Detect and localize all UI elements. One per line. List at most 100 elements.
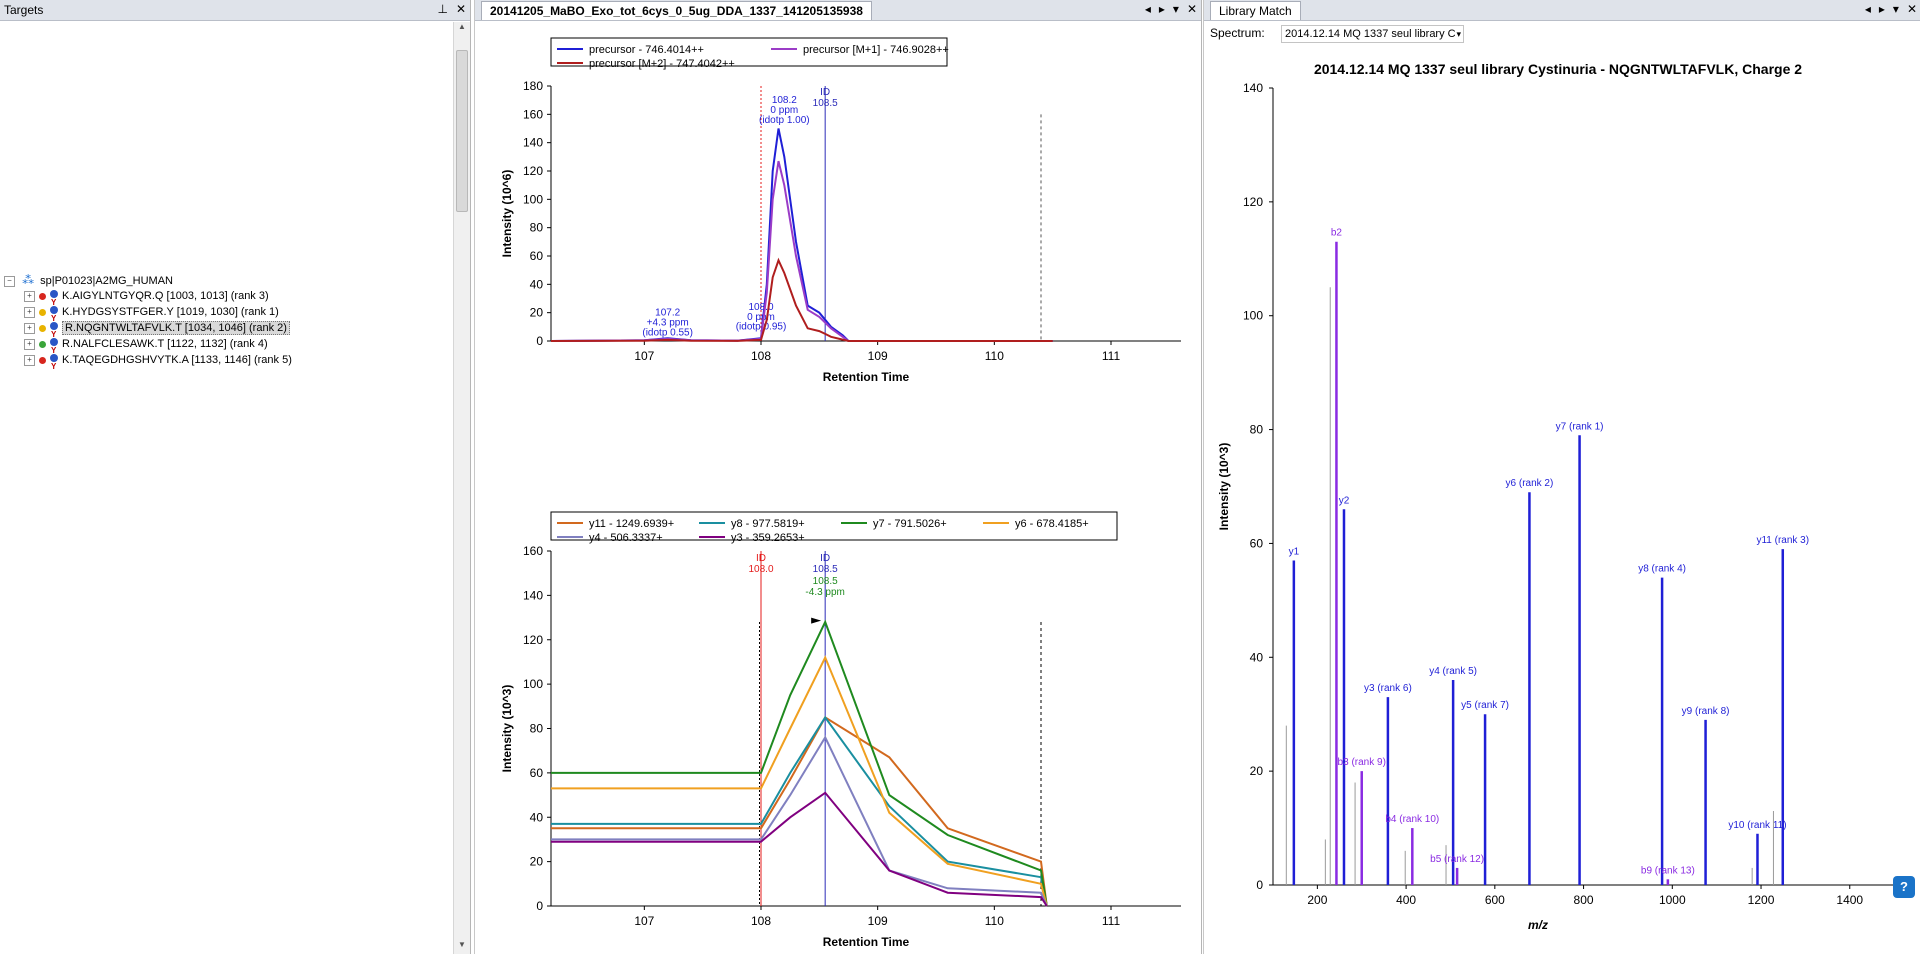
peptide-label: R.NALFCLESAWK.T [1122, 1132] (rank 4) (62, 338, 268, 350)
expand-icon[interactable]: + (24, 290, 35, 302)
series-line (551, 619, 1048, 907)
peak-label: b9 (rank 13) (1641, 865, 1695, 876)
legend-box (550, 511, 1118, 541)
series-line (551, 735, 1048, 907)
help-icon[interactable]: ? (1893, 876, 1915, 898)
expand-icon[interactable]: + (24, 322, 35, 334)
x-tick-label: 110 (985, 349, 1004, 363)
peptide-icon (49, 305, 59, 327)
y-tick-label: 0 (536, 334, 543, 348)
y-axis-label: Intensity (10^3) (1217, 443, 1231, 531)
close-icon[interactable]: ✕ (1906, 2, 1917, 16)
scroll-up-icon[interactable]: ▲ (458, 22, 466, 31)
scrollbar-thumb[interactable] (456, 50, 468, 212)
x-tick-label: 110 (985, 914, 1004, 928)
x-tick-label: 1000 (1659, 893, 1686, 907)
y-tick-label: 60 (530, 249, 544, 263)
legend-box (550, 37, 948, 67)
x-axis-label: Retention Time (823, 935, 910, 949)
legend-entry: y6 - 678.4185+ (1015, 518, 1089, 530)
y-tick-label: 140 (523, 588, 543, 602)
y-tick-label: 20 (530, 306, 544, 320)
peptide-node[interactable]: + R.NQGNTWLTAFVLK.T [1034, 1046] (rank 2) (4, 320, 292, 343)
targets-scrollbar[interactable]: ▲ ▼ (453, 22, 470, 954)
peak-label: y7 (rank 1) (1556, 421, 1604, 432)
x-tick-label: 1200 (1748, 893, 1775, 907)
peak-arrow-icon (811, 617, 822, 624)
scroll-down-icon[interactable]: ▼ (458, 940, 466, 949)
y-tick-label: 40 (530, 277, 544, 291)
peptide-icon (49, 289, 59, 311)
prev-icon[interactable]: ◂ (1144, 2, 1151, 16)
status-dot-icon (39, 340, 46, 348)
next-icon[interactable]: ▸ (1878, 2, 1885, 16)
chromatogram-charts[interactable]: 0 20 40 60 80 100 120 140 160 180 107 108 109 110 111 R… (475, 20, 1201, 954)
y-tick-label: 40 (1250, 650, 1264, 664)
y-tick-label: 20 (530, 855, 544, 869)
y-tick-label: 0 (536, 899, 543, 913)
peak-label: y8 (rank 4) (1638, 564, 1686, 575)
tab-chromatogram[interactable]: 20141205_MaBO_Exo_tot_6cys_0_5ug_DDA_133… (481, 1, 872, 20)
peptide-icon (49, 353, 59, 375)
y-tick-label: 140 (523, 136, 543, 150)
y-tick-label: 180 (523, 79, 543, 93)
status-dot-icon (39, 292, 46, 300)
peptide-list: + K.AIGYLNTGYQR.Q [1003, 1013] (rank 3) + K… (4, 288, 292, 375)
peptide-node[interactable]: + K.AIGYLNTGYQR.Q [1003, 1013] (rank 3) (4, 288, 292, 311)
close-icon[interactable]: ✕ (1186, 2, 1197, 16)
x-tick-label: 107 (634, 914, 654, 928)
expand-icon[interactable]: + (24, 306, 35, 318)
x-tick-label: 400 (1396, 893, 1416, 907)
close-icon[interactable]: ✕ (455, 2, 466, 16)
chevron-down-icon[interactable]: ▾ (1456, 29, 1461, 39)
peak-label: y10 (rank 11) (1728, 820, 1786, 831)
series-line (550, 257, 1053, 342)
collapse-icon[interactable]: − (4, 275, 15, 287)
expand-icon[interactable]: + (24, 354, 35, 366)
peptide-node[interactable]: + R.NALFCLESAWK.T [1122, 1132] (rank 4) (4, 336, 292, 359)
pin-icon[interactable]: ⊥ (437, 2, 448, 16)
status-dot-icon (39, 308, 46, 316)
protein-icon: ⁂ (22, 273, 35, 287)
x-tick-label: 108 (751, 349, 771, 363)
id-label: ID (756, 553, 766, 564)
status-dot-icon (39, 356, 46, 364)
prev-icon[interactable]: ◂ (1864, 2, 1871, 16)
peak-label: y5 (rank 7) (1461, 700, 1509, 711)
y-axis-label: Intensity (10^3) (500, 685, 514, 773)
chromatogram-title: 20141205_MaBO_Exo_tot_6cys_0_5ug_DDA_133… (490, 4, 863, 18)
id-value: 108.5 (813, 98, 838, 109)
legend-entry: y8 - 977.5819+ (731, 518, 805, 530)
peptide-node[interactable]: + K.TAQEGDHGSHVYTK.A [1133, 1146] (rank 5… (4, 352, 292, 375)
y-axis-label: Intensity (10^6) (500, 170, 514, 258)
targets-pane: Targets ⊥ ✕ ▲ ▼ − ⁂ sp|P01023|A2MG_HUMAN… (0, 0, 471, 954)
series-line (550, 128, 1053, 342)
peak-time: 108.2 (772, 95, 797, 106)
x-tick-label: 109 (868, 349, 888, 363)
tab-library-match[interactable]: Library Match (1210, 1, 1301, 20)
expand-icon[interactable]: + (24, 338, 35, 350)
status-dot-icon (39, 324, 46, 332)
spectrum-select[interactable]: 2014.12.14 MQ 1337 seul library C ▾ (1281, 25, 1464, 43)
next-icon[interactable]: ▸ (1158, 2, 1165, 16)
peak-time: 108.5 (813, 576, 838, 587)
peptide-node[interactable]: + K.HYDGSYSTFGER.Y [1019, 1030] (rank 1) (4, 304, 292, 327)
window-menu-icon[interactable]: ▾ (1172, 2, 1179, 16)
peptide-label: R.NQGNTWLTAFVLK.T [1034, 1046] (rank 2) (62, 321, 290, 335)
legend-entry: y4 - 506.3337+ (589, 532, 663, 544)
x-tick-label: 111 (1102, 349, 1121, 363)
spectrum-title: 2014.12.14 MQ 1337 seul library Cystinur… (1314, 61, 1802, 77)
peak-dotp: (idotp 0.95) (736, 322, 787, 333)
x-axis-label: m/z (1528, 918, 1548, 932)
chromatogram-titlebar: 20141205_MaBO_Exo_tot_6cys_0_5ug_DDA_133… (475, 0, 1201, 21)
y-tick-label: 80 (530, 722, 544, 736)
protein-label: sp|P01023|A2MG_HUMAN (40, 275, 174, 287)
window-menu-icon[interactable]: ▾ (1892, 2, 1899, 16)
series-line (551, 715, 1048, 907)
legend-entry: y3 - 359.2653+ (731, 532, 805, 544)
series-line (551, 655, 1048, 907)
y-tick-label: 120 (1243, 195, 1263, 209)
protein-node[interactable]: − ⁂ sp|P01023|A2MG_HUMAN (4, 272, 292, 288)
series-line (551, 791, 1048, 907)
library-spectrum-chart[interactable]: 2014.12.14 MQ 1337 seul library Cystinur… (1204, 44, 1920, 954)
